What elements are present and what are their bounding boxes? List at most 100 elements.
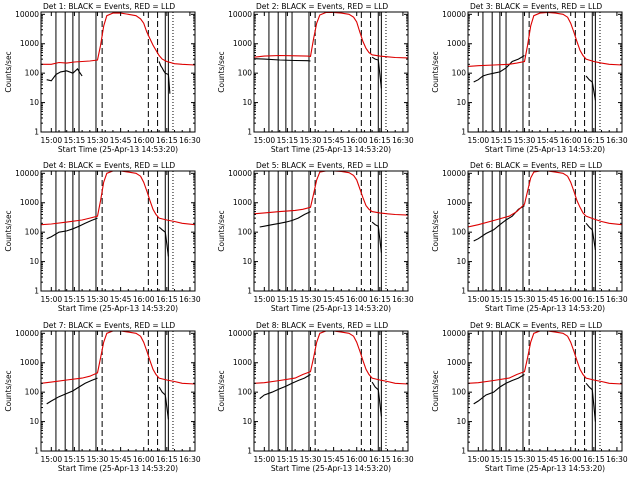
panel-title: Det 9: BLACK = Events, RED = LLD [470,321,602,330]
x-tick-label: 15:30 [514,455,536,464]
series-group [254,331,408,417]
y-tick-label: 100 [238,388,253,397]
y-tick-label: 1000 [233,198,252,207]
x-tick-label: 15:30 [514,295,536,304]
x-tick-label: 16:00 [133,455,155,464]
plot-frame [467,330,623,452]
x-tick-label: 15:45 [323,295,345,304]
y-tick-label: 10000 [228,10,252,19]
x-tick-label: 15:30 [87,136,109,145]
x-tick-label: 15:45 [537,455,559,464]
y-axis-label: Counts/sec [431,210,440,251]
y-tick-label: 1000 [447,198,466,207]
x-tick-label: 15:00 [254,136,276,145]
y-tick-label: 10 [242,98,252,107]
x-tick-label: 15:00 [41,136,63,145]
y-axis-label: Counts/sec [4,210,13,251]
events-series-line [158,386,169,420]
y-tick-label: 1 [34,287,39,296]
panel-title: Det 1: BLACK = Events, RED = LLD [43,2,175,11]
y-tick-label: 10000 [228,169,252,178]
y-tick-label: 100 [452,69,467,78]
x-tick-label: 15:30 [300,295,322,304]
y-axis-label: Counts/sec [4,370,13,411]
x-tick-label: 15:15 [64,136,86,145]
x-tick-label: 16:30 [606,136,628,145]
x-tick-label: 16:00 [560,455,582,464]
y-tick-label: 100 [238,69,253,78]
events-series-line [473,374,525,405]
y-tick-label: 100 [452,388,467,397]
plot-frame [467,170,623,292]
series-group [41,12,195,94]
x-tick-label: 15:15 [64,295,86,304]
x-tick-label: 15:45 [323,136,345,145]
events-series-line [254,58,311,62]
x-axis-label: Start Time (25-Apr-13 14:53:20) [485,464,605,473]
y-axis-label: Counts/sec [4,51,13,92]
series-group [468,12,622,101]
panel-title: Det 5: BLACK = Events, RED = LLD [256,161,388,170]
x-tick-label: 15:00 [468,136,490,145]
panel-3: Det 3: BLACK = Events, RED = LLD 1 10 100 10… [431,2,628,154]
panel-title: Det 3: BLACK = Events, RED = LLD [470,2,602,11]
x-tick-label: 16:00 [133,295,155,304]
x-tick-label: 16:00 [560,136,582,145]
panel-title: Det 7: BLACK = Events, RED = LLD [43,321,175,330]
events-series-line [259,211,311,228]
x-tick-label: 16:15 [583,295,605,304]
events-series-line [585,222,596,250]
y-tick-label: 10 [242,417,252,426]
y-tick-label: 10 [456,417,466,426]
events-series-line [259,374,311,400]
y-tick-label: 10000 [442,329,466,338]
x-tick-label: 15:45 [323,455,345,464]
x-tick-label: 16:15 [156,455,178,464]
x-tick-label: 15:15 [491,455,513,464]
plot-frame [40,11,196,133]
x-tick-label: 15:30 [514,136,536,145]
lld-series-line [41,331,195,385]
panel-8: Det 8: BLACK = Events, RED = LLD 1 10 100 10… [217,321,414,473]
panel-6: Det 6: BLACK = Events, RED = LLD 1 10 100 10… [431,161,628,313]
x-tick-label: 15:00 [41,295,63,304]
series-group [468,171,622,250]
plot-frame [40,170,196,292]
x-tick-label: 15:00 [254,295,276,304]
y-axis-label: Counts/sec [217,370,226,411]
x-tick-label: 15:15 [491,295,513,304]
x-tick-label: 15:45 [537,295,559,304]
y-tick-label: 10 [29,98,39,107]
y-tick-label: 10 [456,98,466,107]
events-series-line [46,68,83,82]
lld-series-line [254,12,408,59]
panel-1: Det 1: BLACK = Events, RED = LLD 1 10 100 10… [4,2,201,154]
y-tick-label: 10 [29,257,39,266]
panel-9: Det 9: BLACK = Events, RED = LLD 1 10 100 10… [431,321,628,473]
x-tick-label: 15:15 [277,455,299,464]
x-tick-label: 15:15 [277,295,299,304]
series-group [41,331,195,420]
y-tick-label: 10000 [442,169,466,178]
series-group [254,12,408,89]
lld-series-line [41,12,195,66]
events-series-line [371,56,382,89]
y-axis-label: Counts/sec [431,370,440,411]
events-series-line [158,226,169,257]
x-tick-label: 16:30 [179,455,201,464]
y-tick-label: 1000 [20,358,39,367]
x-axis-label: Start Time (25-Apr-13 14:53:20) [58,304,178,313]
x-axis-label: Start Time (25-Apr-13 14:53:20) [58,464,178,473]
lld-series-line [468,12,622,67]
x-axis-label: Start Time (25-Apr-13 14:53:20) [271,464,391,473]
x-tick-label: 16:30 [392,136,414,145]
x-tick-label: 16:30 [606,295,628,304]
x-tick-label: 15:15 [491,136,513,145]
x-tick-label: 15:30 [87,295,109,304]
x-tick-label: 15:45 [110,295,132,304]
plot-frame [467,11,623,133]
y-axis-label: Counts/sec [217,210,226,251]
y-tick-label: 1000 [20,39,39,48]
y-tick-label: 100 [238,228,253,237]
y-axis-label: Counts/sec [217,51,226,92]
